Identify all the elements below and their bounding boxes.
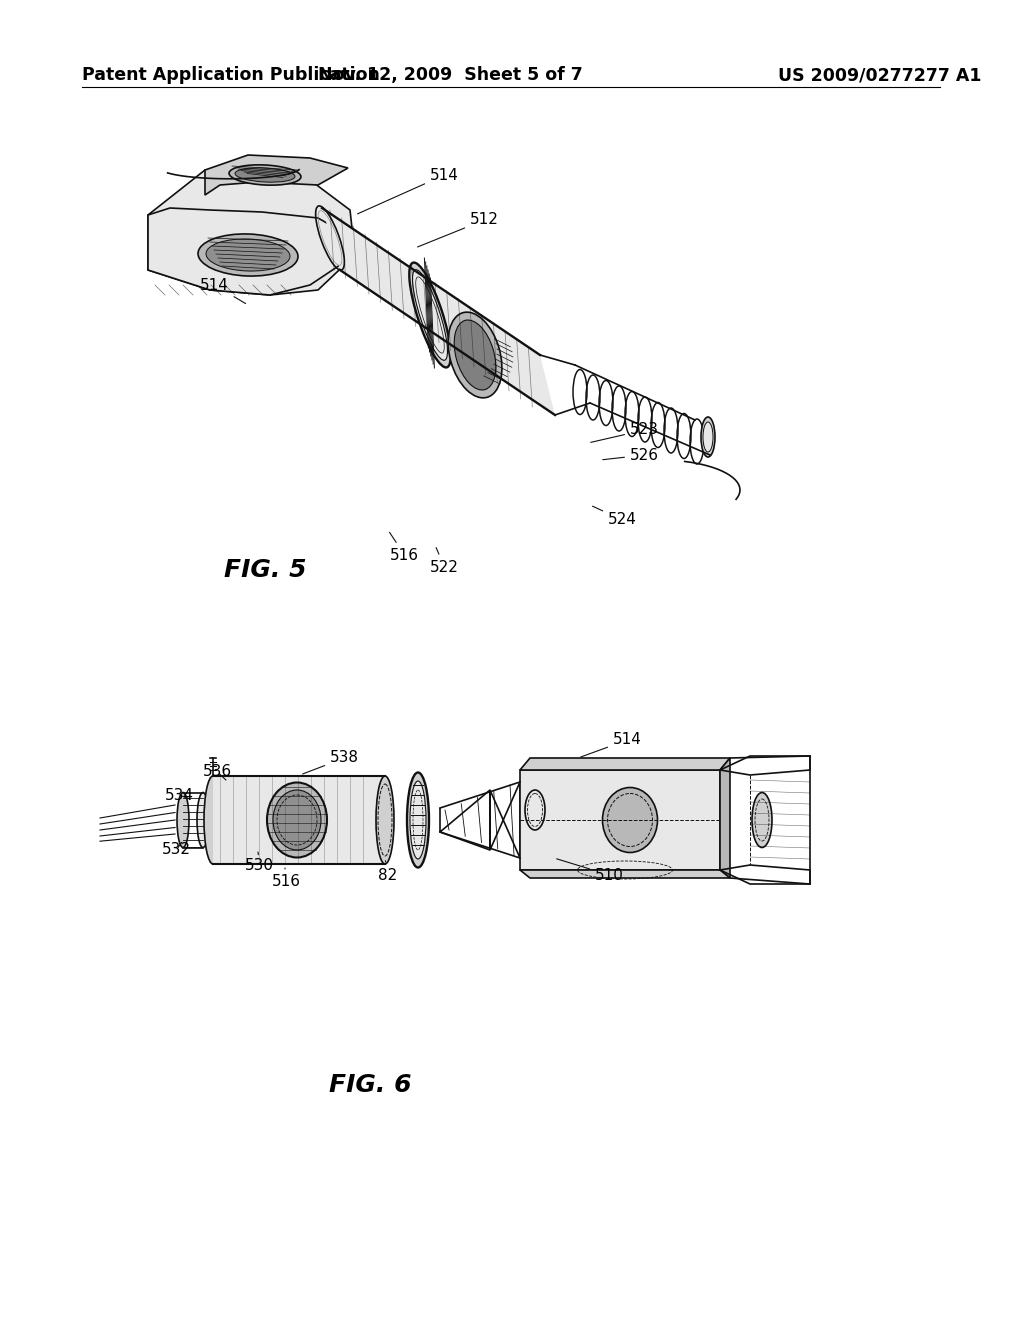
Ellipse shape	[206, 239, 290, 271]
Ellipse shape	[229, 165, 301, 185]
Text: 524: 524	[593, 506, 637, 528]
Text: US 2009/0277277 A1: US 2009/0277277 A1	[778, 66, 982, 84]
Ellipse shape	[407, 772, 429, 867]
Text: 514: 514	[200, 277, 246, 304]
Polygon shape	[213, 776, 385, 865]
Polygon shape	[322, 209, 555, 414]
Text: Patent Application Publication: Patent Application Publication	[82, 66, 380, 84]
Text: 514: 514	[581, 733, 642, 758]
Polygon shape	[148, 165, 355, 294]
Polygon shape	[520, 870, 730, 878]
Ellipse shape	[197, 792, 209, 847]
Polygon shape	[520, 770, 720, 870]
Ellipse shape	[752, 792, 772, 847]
Ellipse shape	[703, 422, 713, 451]
Ellipse shape	[236, 168, 295, 182]
Ellipse shape	[376, 776, 394, 865]
Ellipse shape	[701, 417, 715, 457]
Ellipse shape	[204, 776, 222, 865]
Ellipse shape	[455, 319, 496, 389]
Text: 532: 532	[162, 842, 191, 858]
Polygon shape	[720, 758, 730, 878]
Text: Nov. 12, 2009  Sheet 5 of 7: Nov. 12, 2009 Sheet 5 of 7	[317, 66, 583, 84]
Ellipse shape	[273, 789, 321, 850]
Polygon shape	[148, 209, 348, 294]
Polygon shape	[520, 758, 730, 770]
Ellipse shape	[449, 312, 502, 397]
Ellipse shape	[198, 234, 298, 276]
Text: 534: 534	[165, 788, 194, 803]
Text: 510: 510	[557, 859, 624, 883]
Text: 538: 538	[303, 751, 359, 774]
Text: FIG. 5: FIG. 5	[224, 558, 306, 582]
Ellipse shape	[413, 269, 447, 360]
Text: 526: 526	[603, 447, 659, 462]
Ellipse shape	[410, 263, 451, 367]
Text: 512: 512	[418, 213, 499, 247]
Text: 514: 514	[357, 168, 459, 214]
Text: FIG. 6: FIG. 6	[329, 1073, 412, 1097]
Text: 536: 536	[203, 764, 232, 780]
Ellipse shape	[177, 792, 189, 847]
Text: 82: 82	[378, 861, 397, 883]
Text: 516: 516	[272, 869, 301, 890]
Text: 522: 522	[430, 548, 459, 574]
Text: 523: 523	[591, 422, 659, 442]
Ellipse shape	[602, 788, 657, 853]
Text: 516: 516	[389, 532, 419, 562]
Ellipse shape	[267, 783, 327, 858]
Polygon shape	[205, 154, 348, 195]
Ellipse shape	[410, 781, 426, 859]
Text: 530: 530	[245, 851, 274, 873]
